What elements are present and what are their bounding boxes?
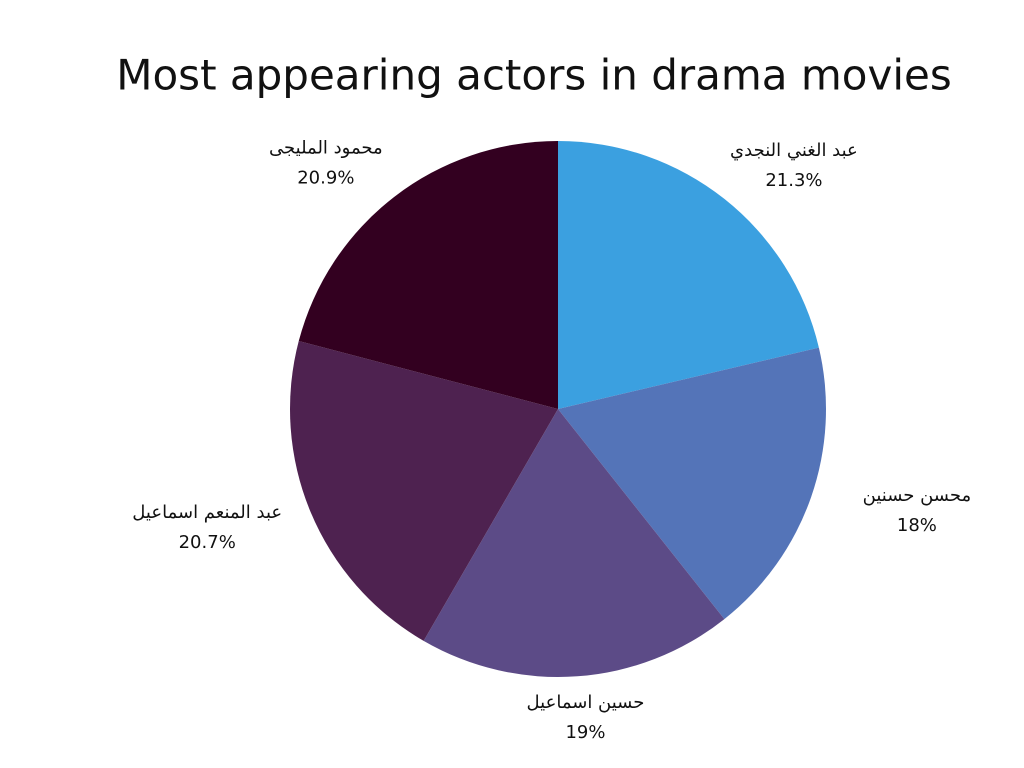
slice-label: محمود المليجى [269,138,383,159]
pie-slice [558,347,826,620]
pie-slice [423,409,725,677]
pie-slice [289,341,558,641]
slice-label: حسين اسماعيل [527,692,645,713]
value-label: 18% [897,515,937,536]
slice-label: عبد الغني النجدي [730,140,858,161]
value-label: 19% [565,722,605,743]
value-label: 20.9% [297,168,354,189]
value-label: 20.7% [179,532,236,553]
slice-label: محسن حسنين [863,485,972,506]
chart-title: Most appearing actors in drama movies [116,51,952,100]
pie-slice [558,141,819,409]
pie-slice [298,141,558,409]
value-label: 21.3% [765,170,822,191]
slice-label: عبد المنعم اسماعيل [132,502,282,523]
